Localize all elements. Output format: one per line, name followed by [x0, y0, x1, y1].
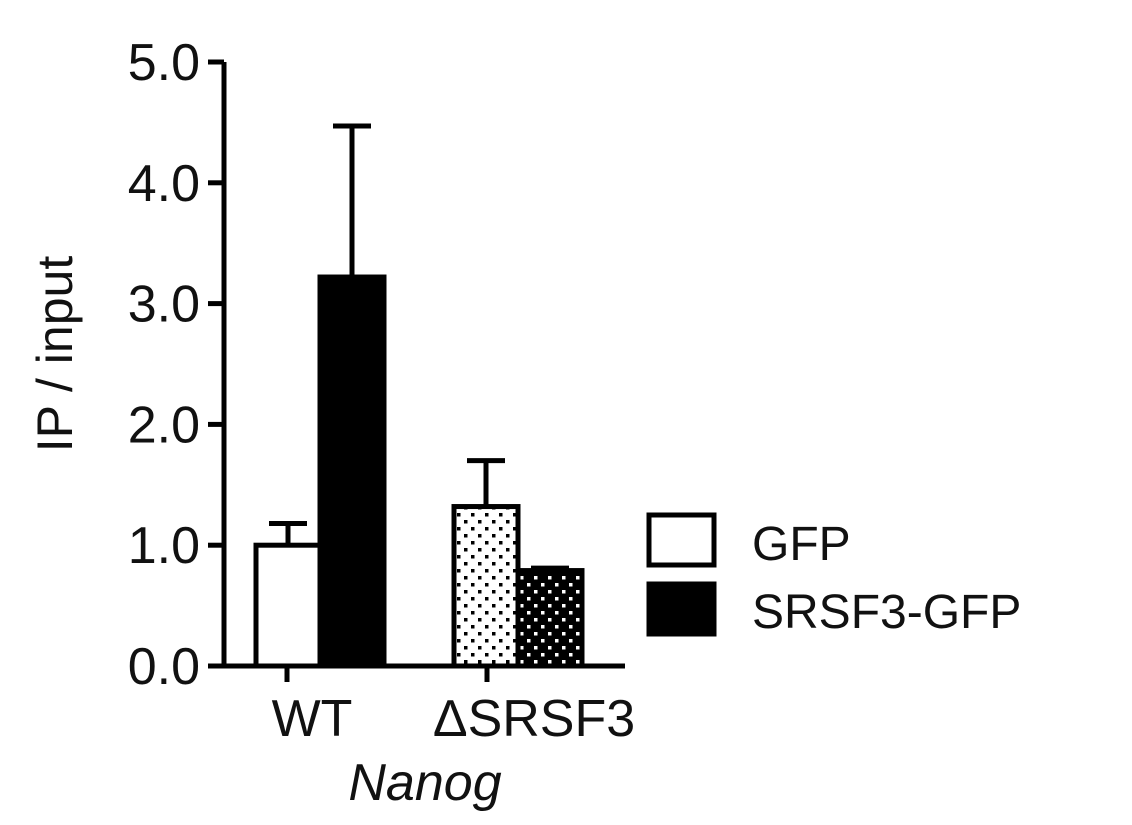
y-tick-label-2: 2.0: [128, 396, 200, 454]
x-axis: WT ΔSRSF3 Nanog: [224, 663, 635, 812]
error-bars: [269, 123, 569, 571]
x-category-label-wt: WT: [272, 690, 353, 748]
y-tick-label-5: 5.0: [128, 34, 200, 92]
bar-srsf3-gfp-wt: [317, 274, 387, 669]
y-ticks: 0.0 1.0 2.0 3.0 4.0 5.0: [128, 34, 224, 696]
legend-label-srsf3-gfp: SRSF3-GFP: [752, 586, 1021, 639]
y-tick-label-0: 0.0: [128, 638, 200, 696]
x-axis-title: Nanog: [348, 754, 501, 812]
y-tick-label-3: 3.0: [128, 276, 200, 334]
bar-gfp-srsf3: [451, 504, 521, 669]
bars: [253, 274, 585, 669]
y-tick-label-1: 1.0: [128, 517, 200, 575]
bar-gfp-wt: [253, 542, 323, 669]
x-category-label-dsrsf3: ΔSRSF3: [433, 690, 635, 748]
legend-swatch-gfp: [646, 512, 717, 568]
legend-swatch-srsf3-gfp: [646, 581, 717, 637]
bar-srsf3-gfp-srsf3: [515, 568, 585, 669]
legend: GFP SRSF3-GFP: [646, 512, 1021, 639]
y-axis: 0.0 1.0 2.0 3.0 4.0 5.0: [128, 34, 227, 696]
y-axis-title: IP / input: [27, 256, 83, 453]
legend-label-gfp: GFP: [752, 518, 851, 571]
y-tick-label-4: 4.0: [128, 155, 200, 213]
